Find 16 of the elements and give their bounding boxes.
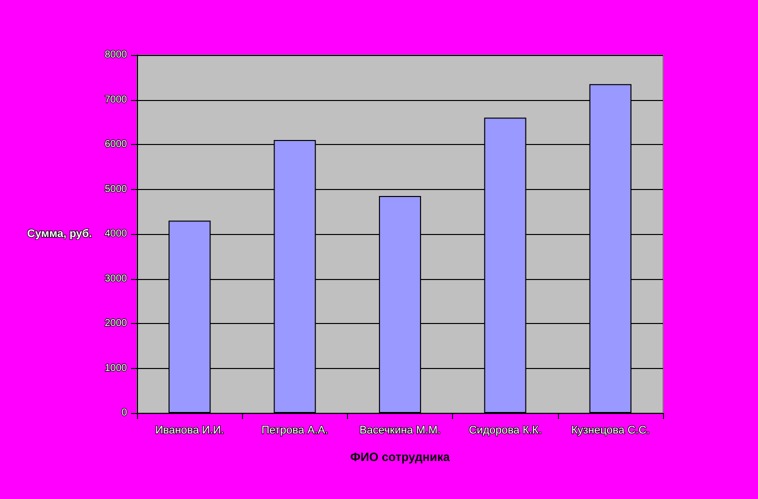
x-tick-label: Сидорова К.К. [468,424,542,436]
y-tick-label: 3000 [104,273,128,284]
x-tick-label: Васечкина М.М. [359,424,441,436]
y-tick-label: 0 [121,408,128,418]
y-axis-title: Сумма, руб. [27,228,92,240]
x-tick-label: Иванова И.И. [155,424,224,436]
x-tick-label: Кузнецова С.С. [571,424,650,436]
y-tick-label: 4000 [104,228,128,240]
y-tick-label: 2000 [104,318,128,329]
y-tick-label: 8000 [104,50,128,60]
y-tick-label: 1000 [104,362,128,374]
y-tick-label: 5000 [104,184,128,195]
x-axis-title: ФИО сотрудника [350,450,450,464]
x-tick-label: Петрова А.А. [261,424,328,436]
y-tick-label: 7000 [104,94,128,106]
y-tick-label: 6000 [104,139,128,150]
